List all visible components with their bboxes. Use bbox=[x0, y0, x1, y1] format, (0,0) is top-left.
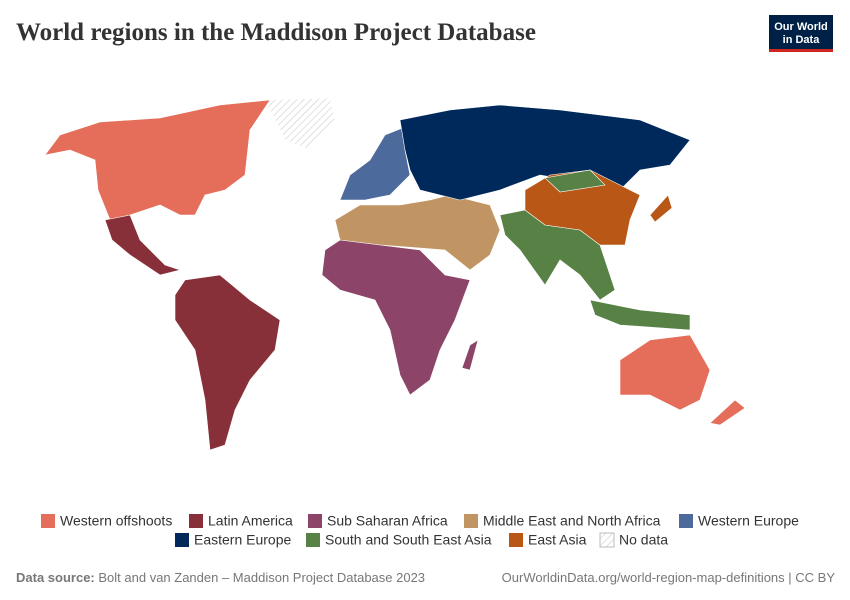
legend-swatch bbox=[509, 533, 523, 547]
mongolia bbox=[544, 169, 606, 193]
legend-swatch bbox=[175, 533, 189, 547]
legend: Western offshoots Latin America Sub Sahara… bbox=[41, 513, 799, 548]
legend-label: Western offshoots bbox=[60, 513, 172, 529]
footer-source: Data source: Bolt and van Zanden – Maddi… bbox=[16, 570, 425, 585]
legend-swatch bbox=[308, 514, 322, 528]
source: Bolt and van Zanden – Maddison Project D… bbox=[98, 570, 425, 585]
china bbox=[524, 169, 641, 246]
logo: Our World in Data bbox=[769, 15, 833, 52]
legend-label: No data bbox=[619, 532, 668, 548]
north-america bbox=[44, 99, 271, 221]
australia bbox=[619, 334, 711, 411]
legend-swatch bbox=[679, 514, 693, 528]
legend-swatch bbox=[464, 514, 478, 528]
source-label: Data source: bbox=[16, 570, 95, 585]
sub-saharan-africa bbox=[321, 239, 471, 396]
south-america bbox=[174, 274, 281, 451]
japan bbox=[649, 194, 673, 223]
legend-swatch bbox=[599, 532, 615, 548]
indonesia bbox=[589, 299, 691, 331]
mexico-central-america bbox=[104, 214, 182, 276]
legend-label: South and South East Asia bbox=[325, 532, 492, 548]
legend-label: Eastern Europe bbox=[194, 532, 291, 548]
title: World regions in the Maddison Project Da… bbox=[16, 19, 536, 46]
greenland bbox=[264, 97, 336, 151]
logo-text: Our World bbox=[774, 21, 828, 33]
legend-label: Western Europe bbox=[698, 513, 799, 529]
new-zealand bbox=[709, 399, 746, 426]
footer-link[interactable]: OurWorldinData.org/world-region-map-defi… bbox=[502, 570, 836, 585]
legend-swatch bbox=[189, 514, 203, 528]
mena bbox=[334, 194, 501, 271]
world-map bbox=[44, 97, 746, 451]
madagascar bbox=[461, 339, 479, 371]
logo-text: in Data bbox=[783, 34, 821, 46]
legend-label: Sub Saharan Africa bbox=[327, 513, 448, 529]
legend-label: East Asia bbox=[528, 532, 587, 548]
legend-label: Latin America bbox=[208, 513, 293, 529]
legend-label: Middle East and North Africa bbox=[483, 513, 661, 529]
legend-swatch bbox=[306, 533, 320, 547]
legend-swatch bbox=[41, 514, 55, 528]
